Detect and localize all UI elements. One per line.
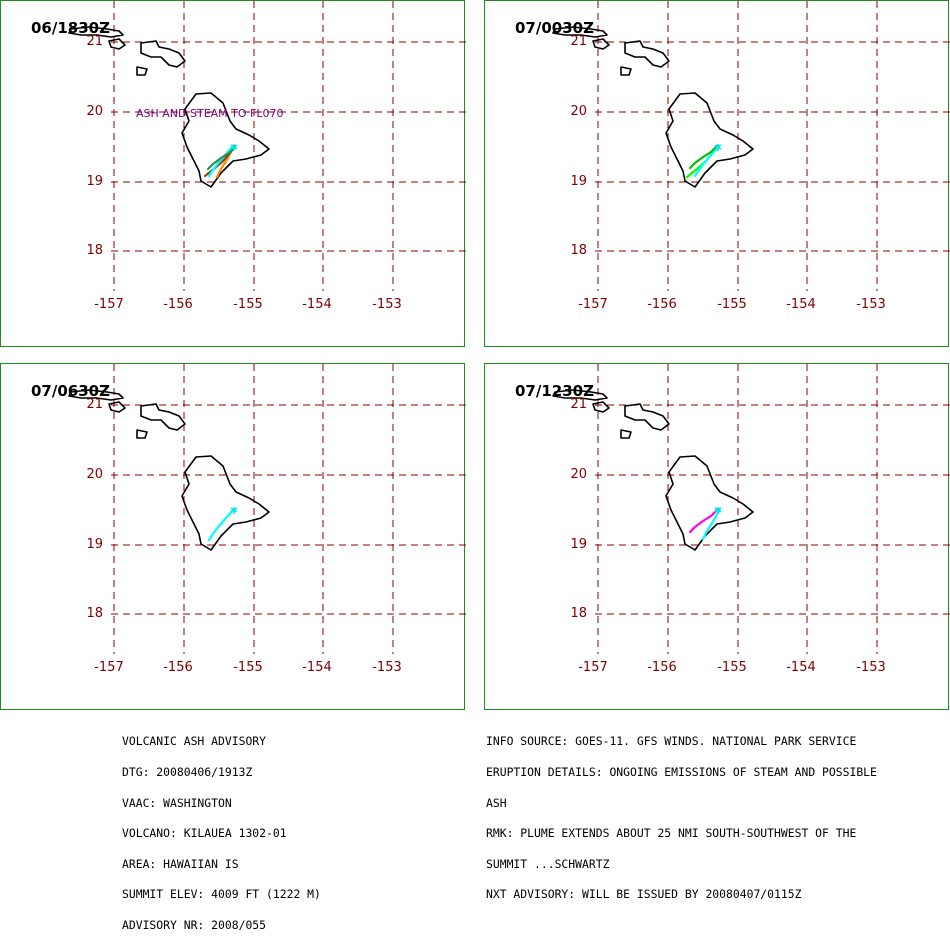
lon-label-157: -157 — [578, 660, 608, 675]
lon-label-153: -153 — [856, 660, 886, 675]
advisory-line: AREA: HAWAIIAN IS — [122, 856, 239, 871]
island-molokai — [552, 26, 608, 38]
advisory-line: VOLCANIC ASH ADVISORY — [122, 734, 267, 749]
lon-label-154: -154 — [302, 297, 332, 312]
map-panel-4: 07/1230Z 21 20 19 18 -157 -156 -155 -154… — [484, 363, 950, 710]
lat-label-19: 19 — [86, 174, 103, 189]
island-hawaii — [665, 455, 754, 551]
advisory-line: INFO SOURCE: GOES-11. GFS WINDS. NATIONA… — [486, 734, 857, 749]
advisory-line: NXT ADVISORY: WILL BE ISSUED BY 20080407… — [486, 887, 802, 902]
lon-label-156: -156 — [647, 297, 677, 312]
valid-time-label: 07/0630Z — [31, 382, 110, 400]
lon-label-153: -153 — [856, 297, 886, 312]
advisory-line: SUMMIT ELEV: 4009 FT (1222 M) — [122, 887, 321, 902]
advisory-line: ASH — [486, 795, 507, 810]
lat-label-21: 21 — [570, 34, 587, 49]
island-molokai — [68, 389, 124, 401]
island-maui — [140, 40, 186, 68]
valid-time-label: 07/0030Z — [515, 19, 594, 37]
volcano-summit-marker — [714, 507, 722, 514]
island-hawaii — [181, 455, 270, 551]
lat-label-20: 20 — [86, 104, 103, 119]
advisory-line: DTG: 20080406/1913Z — [122, 765, 253, 780]
ash-plume-trajectory — [207, 144, 235, 178]
volcano-summit-marker — [230, 144, 238, 151]
island-lanai — [592, 38, 610, 50]
valid-time-label: 07/1230Z — [515, 382, 594, 400]
lon-label-156: -156 — [163, 297, 193, 312]
ash-annotation: ASH AND STEAM TO FL070 — [136, 107, 284, 120]
lon-label-157: -157 — [94, 297, 124, 312]
map-panel-3: 07/0630Z 21 20 19 18 -157 -156 -155 -154… — [0, 363, 466, 710]
lon-label-154: -154 — [786, 660, 816, 675]
island-maui — [624, 403, 670, 431]
ash-plume-trajectory — [207, 508, 235, 542]
lat-label-18: 18 — [86, 243, 103, 258]
volcano-summit-marker — [714, 144, 722, 151]
lon-label-155: -155 — [233, 297, 263, 312]
lon-label-155: -155 — [233, 660, 263, 675]
lat-label-18: 18 — [570, 606, 587, 621]
advisory-line: VAAC: WASHINGTON — [122, 795, 232, 810]
island-kahoolawe — [136, 66, 148, 76]
island-kahoolawe — [136, 429, 148, 439]
advisory-line: VOLCANO: KILAUEA 1302-01 — [122, 826, 287, 841]
map-graphic — [552, 1, 950, 291]
island-kahoolawe — [620, 429, 632, 439]
volcano-summit-marker — [230, 507, 238, 514]
advisory-line: SUMMIT ...SCHWARTZ — [486, 856, 610, 871]
lon-label-154: -154 — [302, 660, 332, 675]
island-maui — [624, 40, 670, 68]
lon-label-156: -156 — [647, 660, 677, 675]
island-kahoolawe — [620, 66, 632, 76]
map-panel-1: 06/1830Z ASH AND STEAM TO FL070 21 20 19… — [0, 0, 466, 347]
lon-label-157: -157 — [578, 297, 608, 312]
advisory-line: RMK: PLUME EXTENDS ABOUT 25 NMI SOUTH-SO… — [486, 826, 857, 841]
lat-label-19: 19 — [86, 537, 103, 552]
ash-plume-trajectory — [688, 144, 719, 170]
lon-label-157: -157 — [94, 660, 124, 675]
map-graphic — [68, 364, 466, 654]
lon-label-155: -155 — [717, 660, 747, 675]
island-lanai — [108, 401, 126, 413]
lon-label-156: -156 — [163, 660, 193, 675]
lat-label-19: 19 — [570, 174, 587, 189]
lat-label-21: 21 — [86, 397, 103, 412]
advisory-line: ADVISORY NR: 2008/055 — [122, 918, 267, 933]
advisory-text-right: INFO SOURCE: GOES-11. GFS WINDS. NATIONA… — [486, 716, 877, 910]
ash-plume-trajectory — [206, 145, 237, 171]
island-molokai — [68, 26, 124, 38]
island-molokai — [552, 389, 608, 401]
lat-label-20: 20 — [86, 467, 103, 482]
ash-plume-trajectory — [693, 144, 721, 178]
lat-label-21: 21 — [86, 34, 103, 49]
lat-label-19: 19 — [570, 537, 587, 552]
valid-time-label: 06/1830Z — [31, 19, 110, 37]
lon-label-153: -153 — [372, 660, 402, 675]
lat-label-21: 21 — [570, 397, 587, 412]
map-graphic — [68, 1, 466, 291]
advisory-line: ERUPTION DETAILS: ONGOING EMISSIONS OF S… — [486, 765, 877, 780]
map-graphic — [552, 364, 950, 654]
lon-label-154: -154 — [786, 297, 816, 312]
advisory-text-left: VOLCANIC ASH ADVISORY DTG: 20080406/1913… — [122, 716, 321, 940]
lat-label-20: 20 — [570, 104, 587, 119]
island-hawaii — [181, 92, 270, 188]
lat-label-20: 20 — [570, 467, 587, 482]
map-panel-2: 07/0030Z 21 20 19 18 -157 -156 -155 -154… — [484, 0, 950, 347]
island-lanai — [592, 401, 610, 413]
lon-label-155: -155 — [717, 297, 747, 312]
lat-label-18: 18 — [570, 243, 587, 258]
lat-label-18: 18 — [86, 606, 103, 621]
island-maui — [140, 403, 186, 431]
lon-label-153: -153 — [372, 297, 402, 312]
ash-plume-trajectory — [688, 508, 719, 534]
island-lanai — [108, 38, 126, 50]
island-hawaii — [665, 92, 754, 188]
